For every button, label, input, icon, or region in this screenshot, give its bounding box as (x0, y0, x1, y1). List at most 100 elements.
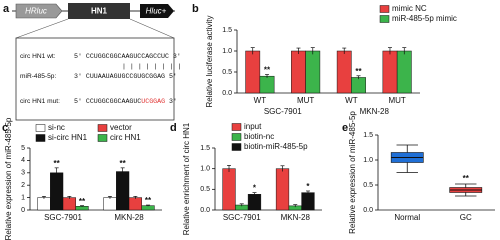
y-tick-label: 1.0 (222, 48, 232, 55)
bar (305, 50, 321, 94)
sequence-box (15, 37, 175, 121)
mutated-part: UCGGAG (141, 98, 165, 105)
bar (103, 197, 117, 211)
legend-swatch (231, 133, 242, 141)
legend-label: biotin-nc (244, 132, 274, 141)
significance: ** (54, 159, 61, 168)
y-tick-label: 1.5 (222, 27, 232, 34)
group-label: SGC-7901 (264, 107, 302, 116)
bar (116, 171, 130, 211)
legend-swatch (231, 143, 242, 151)
legend-swatch (35, 124, 46, 132)
y-tick-label: 3 (21, 170, 25, 177)
x-tick-label: MKN-28 (281, 213, 311, 222)
row-name: miR-485-5p: (20, 73, 56, 80)
y-tick-label: 1.0 (200, 166, 210, 173)
x-tick-label: MUT (297, 96, 314, 105)
legend-label: vector (110, 123, 132, 132)
legend-swatch (379, 5, 390, 13)
y-tick-label: 0.5 (363, 182, 373, 189)
bar (291, 50, 306, 94)
bar (222, 168, 236, 211)
bar (336, 50, 352, 94)
hn1-box (68, 3, 130, 19)
x-tick-label: GC (460, 213, 472, 222)
bar (351, 77, 366, 94)
y-tick-label: 0 (21, 207, 25, 214)
legend-label: biotin-miR-485-5p (244, 142, 308, 151)
y-tick-label: 1.5 (200, 145, 210, 152)
significance: ** (145, 196, 152, 205)
legend-swatch (231, 123, 242, 131)
y-tick-label: 2 (21, 182, 25, 189)
y-axis-label: Relative enrichment of circ HN1 (182, 122, 191, 235)
panel-label: c (2, 122, 8, 134)
y-tick-label: 1.5 (363, 132, 373, 139)
bar (259, 75, 275, 94)
hluc-arrow (140, 4, 174, 18)
legend-label: input (244, 122, 262, 131)
pairing: | | | | | | | | (122, 63, 181, 70)
x-tick-label: MKN-28 (114, 213, 144, 222)
legend-swatch (379, 15, 390, 23)
bar (62, 197, 76, 211)
significance: * (306, 182, 310, 191)
y-tick-label: 1 (21, 194, 25, 201)
x-tick-label: Normal (394, 213, 420, 222)
bar (37, 197, 51, 211)
y-axis-label: Relative expression of miR-485-5p (4, 117, 13, 240)
y-axis-label: Relative luciferase activity (205, 15, 214, 107)
legend-swatch (35, 134, 46, 142)
y-tick-label: 4 (21, 157, 25, 164)
x-tick-label: MUT (388, 96, 405, 105)
x-tick-label: SGC-7901 (223, 213, 261, 222)
bar (382, 50, 398, 94)
significance: ** (463, 174, 470, 183)
element-label: HN1 (91, 7, 108, 16)
x-tick-label: WT (345, 96, 358, 105)
legend-label: circ HN1 (110, 133, 141, 142)
panel-label: a (3, 3, 10, 15)
y-tick-label: 5 (21, 145, 25, 152)
y-tick-label: 0.5 (222, 69, 232, 76)
significance: ** (79, 197, 86, 206)
bar (301, 192, 315, 211)
group-label: MKN-28 (360, 107, 390, 116)
zoom-line (15, 18, 69, 39)
significance: ** (355, 67, 362, 76)
y-axis-label: Relative expression of miR-485-5p (348, 111, 357, 234)
sequence-part: 5' CCUGGCGGCAAGUC (74, 98, 141, 105)
bar (245, 50, 261, 94)
bar (247, 194, 262, 211)
panel-label: b (192, 3, 199, 15)
panel-label: e (342, 122, 348, 134)
legend-label: mimic NC (392, 4, 427, 13)
element-label: Hluc+ (146, 7, 167, 16)
legend-swatch (97, 134, 108, 142)
sequence: 3' CUUAAUAGUGCCGUGCGGAG 5' (74, 73, 177, 80)
y-tick-label: 0.5 (200, 186, 210, 193)
x-tick-label: WT (254, 96, 267, 105)
hrluc-arrow (15, 3, 63, 19)
sequence: 5' CCUGGCGGCAAGUCUCGGAG 3' (74, 98, 177, 105)
bar (50, 172, 64, 211)
zoom-line (129, 18, 175, 39)
bar (396, 50, 412, 94)
row-name: circ HN1 mut: (20, 98, 60, 105)
x-tick-label: SGC-7901 (44, 213, 82, 222)
y-tick-label: 0.0 (200, 207, 210, 214)
significance: ** (120, 159, 127, 168)
y-tick-label: 0.0 (363, 207, 373, 214)
bar (275, 168, 290, 211)
y-tick-label: 0.0 (222, 90, 232, 97)
bar (141, 205, 155, 211)
legend-label: si-circ HN1 (48, 133, 88, 142)
panel-label: d (170, 122, 177, 134)
element-label: HRluc (25, 7, 47, 16)
sequence: 5' CCUGGCGGCAAGUCCAGCCUC 3' (74, 53, 181, 60)
significance: * (253, 184, 257, 193)
significance: ** (264, 66, 271, 75)
legend-label: miR-485-5p mimic (392, 14, 457, 23)
